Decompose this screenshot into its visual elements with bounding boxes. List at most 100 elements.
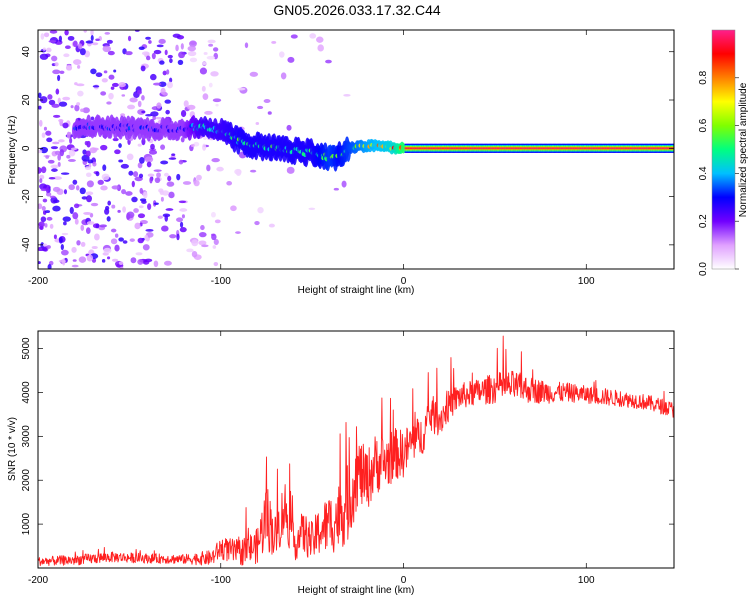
noise-speck <box>141 200 147 204</box>
noise-speck <box>47 94 53 100</box>
noise-speck <box>212 47 219 52</box>
noise-speck <box>154 177 161 184</box>
ridge-cell <box>503 147 505 149</box>
noise-speck <box>271 40 277 44</box>
ridge-cell <box>450 147 453 149</box>
ridge-cell <box>656 147 659 149</box>
ridge-cell <box>472 147 475 149</box>
ridge-cell <box>590 147 592 149</box>
noise-speck <box>121 189 127 195</box>
noise-speck <box>86 221 95 225</box>
noise-speck <box>141 110 146 114</box>
ridge-cell <box>458 147 461 149</box>
noise-speck <box>178 51 186 59</box>
noise-speck <box>69 206 74 215</box>
snr-y-ticks: 5000 4000 3000 2000 1000 <box>21 337 674 535</box>
noise-speck <box>58 35 62 42</box>
noise-speck <box>125 51 133 56</box>
noise-speck <box>85 150 91 157</box>
ridge-cell <box>578 147 581 149</box>
ridge-cell <box>533 147 536 149</box>
ridge-cell <box>404 147 407 149</box>
ridge-cell <box>409 147 412 149</box>
ridge-cell <box>474 147 477 149</box>
noise-speck <box>54 150 61 155</box>
ridge-cell <box>448 147 450 149</box>
noise-speck <box>215 103 219 107</box>
noise-speck <box>39 174 45 180</box>
ridge-cell <box>588 147 591 149</box>
ridge-cell <box>442 147 445 149</box>
noise-speck <box>59 70 65 74</box>
noise-speck <box>111 204 116 209</box>
noise-speck <box>41 132 46 138</box>
ridge-cell <box>496 147 499 149</box>
ridge-cell <box>445 147 448 149</box>
ridge-cell <box>559 147 562 149</box>
noise-speck <box>71 147 78 151</box>
ridge-cell <box>602 147 605 149</box>
ridge-cell <box>620 147 623 149</box>
noise-speck <box>80 224 85 231</box>
ridge-cell <box>663 147 665 149</box>
noise-speck <box>141 94 145 101</box>
noise-speck <box>267 111 272 115</box>
colorbar: 0.0 0.2 0.4 0.6 0.8 Normalized spectral ampl… <box>698 29 749 276</box>
noise-speck <box>162 92 168 96</box>
noise-speck <box>343 93 351 97</box>
noise-speck <box>212 98 222 103</box>
ridge-cell <box>431 147 434 149</box>
noise-speck <box>166 69 170 75</box>
ridge-cell <box>591 147 594 149</box>
ridge-cell <box>664 147 666 149</box>
noise-speck <box>38 203 43 210</box>
noise-speck <box>187 50 197 57</box>
colorbar-gradient <box>712 30 735 269</box>
noise-speck <box>102 45 112 53</box>
noise-speck <box>76 83 85 87</box>
noise-speck <box>86 180 94 188</box>
y-tick-label: -40 <box>21 237 32 252</box>
spectrogram-frame <box>37 29 675 270</box>
ridge-cell <box>422 147 425 149</box>
noise-speck <box>179 208 188 212</box>
noise-speck <box>83 211 92 215</box>
noise-speck <box>122 240 128 244</box>
noise-speck <box>202 93 209 100</box>
noise-speck <box>146 55 151 61</box>
ridge-cell <box>647 147 650 149</box>
noise-speck <box>82 149 87 155</box>
snr-x-label: Height of straight line (km) <box>298 585 415 596</box>
ridge-cell <box>610 147 613 149</box>
ridge-cell <box>564 147 567 149</box>
ridge-cell <box>490 147 493 149</box>
noise-speck <box>48 176 56 180</box>
noise-speck <box>130 257 137 264</box>
ridge-cell <box>629 147 632 149</box>
ridge-cell <box>645 147 647 149</box>
ridge-cell <box>407 147 409 149</box>
noise-speck <box>77 90 84 97</box>
noise-speck <box>317 44 324 52</box>
ridge-cell <box>551 147 554 149</box>
noise-speck <box>144 156 154 163</box>
ridge-cell <box>523 147 526 149</box>
noise-speck <box>137 109 146 115</box>
noise-speck <box>92 161 97 167</box>
noise-speck <box>152 115 156 121</box>
noise-speck <box>90 30 94 36</box>
ridge-cell <box>641 147 643 149</box>
noise-speck <box>156 44 164 48</box>
snr-series-line <box>38 335 674 567</box>
ridge-cell <box>611 147 614 149</box>
x-tick-label: -100 <box>211 575 231 586</box>
noise-speck <box>60 172 70 175</box>
y-tick-label: 4000 <box>21 381 32 404</box>
ridge-cell <box>518 147 521 149</box>
noise-speck <box>68 149 76 157</box>
noise-speck <box>136 90 142 95</box>
noise-speck <box>308 207 316 211</box>
ridge-cell <box>513 147 516 149</box>
noise-speck <box>164 260 172 266</box>
noise-speck <box>44 223 48 228</box>
